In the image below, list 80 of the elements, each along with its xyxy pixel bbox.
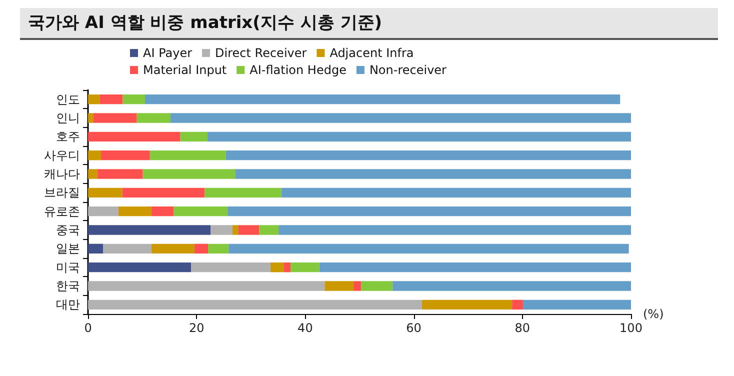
x-axis-title: (%)	[643, 307, 664, 321]
y-tick-label: 한국	[56, 279, 80, 293]
legend-label: Direct Receiver	[215, 46, 307, 60]
y-tick-label: 일본	[56, 242, 80, 256]
bar	[208, 244, 229, 254]
bar	[290, 262, 320, 272]
bar	[88, 206, 118, 216]
bar	[232, 225, 238, 235]
legend-label: AI Payer	[143, 46, 192, 60]
bar	[88, 188, 122, 198]
legend-label: Non-receiver	[369, 63, 447, 77]
bar	[210, 225, 232, 235]
y-tick-label: 사우디	[44, 148, 80, 162]
legend-label: Material Input	[143, 63, 227, 77]
bar	[180, 132, 208, 142]
legend-label: AI-flation Hedge	[250, 63, 346, 77]
bar	[324, 281, 354, 291]
bar	[228, 244, 629, 254]
bar	[100, 94, 123, 104]
bar	[281, 188, 631, 198]
bar	[191, 262, 270, 272]
bar	[235, 169, 631, 179]
bar	[88, 281, 325, 291]
bar	[238, 225, 260, 235]
bar	[284, 262, 291, 272]
y-tick-label: 인도	[56, 92, 80, 106]
x-tick-label: 100	[620, 321, 642, 335]
bar	[88, 132, 180, 142]
bar	[354, 281, 362, 291]
bar	[522, 300, 631, 310]
chart-title: 국가와 AI 역할 비중 matrix(지수 시총 기준)	[20, 8, 718, 40]
bar	[103, 244, 152, 254]
y-tick-label: 호주	[56, 130, 80, 144]
bar	[122, 94, 146, 104]
bar	[319, 262, 631, 272]
bar	[122, 188, 205, 198]
bar	[88, 244, 104, 254]
bar	[204, 188, 282, 198]
bar	[194, 244, 208, 254]
bar	[270, 262, 284, 272]
x-tick-label: 20	[188, 321, 204, 335]
bar	[145, 94, 620, 104]
bar	[228, 206, 631, 216]
bar	[88, 169, 98, 179]
bar	[118, 206, 152, 216]
y-tick-label: 인니	[56, 111, 80, 125]
bar	[97, 169, 143, 179]
bar	[170, 113, 631, 123]
bar	[361, 281, 393, 291]
bar	[150, 150, 226, 160]
bar	[278, 225, 631, 235]
bar	[152, 206, 174, 216]
bar	[88, 262, 192, 272]
bar	[259, 225, 279, 235]
y-tick-label: 유로존	[44, 204, 80, 218]
x-tick-label: 80	[514, 321, 530, 335]
bar	[88, 225, 211, 235]
legend-label: Adjacent Infra	[330, 46, 414, 60]
bar	[88, 150, 102, 160]
bar	[142, 169, 236, 179]
x-tick-label: 0	[84, 321, 92, 335]
y-tick-label: 브라질	[44, 186, 80, 200]
bar	[152, 244, 194, 254]
y-tick-label: 캐나다	[44, 167, 80, 181]
bar	[136, 113, 171, 123]
bar	[392, 281, 631, 291]
y-tick-label: 미국	[56, 260, 80, 274]
bar	[174, 206, 228, 216]
bar	[88, 94, 100, 104]
bar	[207, 132, 631, 142]
bar	[101, 150, 150, 160]
x-tick-label: 60	[406, 321, 422, 335]
y-tick-label: 중국	[56, 223, 80, 237]
bar	[88, 300, 422, 310]
bar	[88, 113, 94, 123]
bar	[422, 300, 512, 310]
x-tick-label: 40	[298, 321, 313, 335]
bar	[512, 300, 523, 310]
y-tick-label: 대만	[56, 298, 80, 312]
bar	[93, 113, 137, 123]
